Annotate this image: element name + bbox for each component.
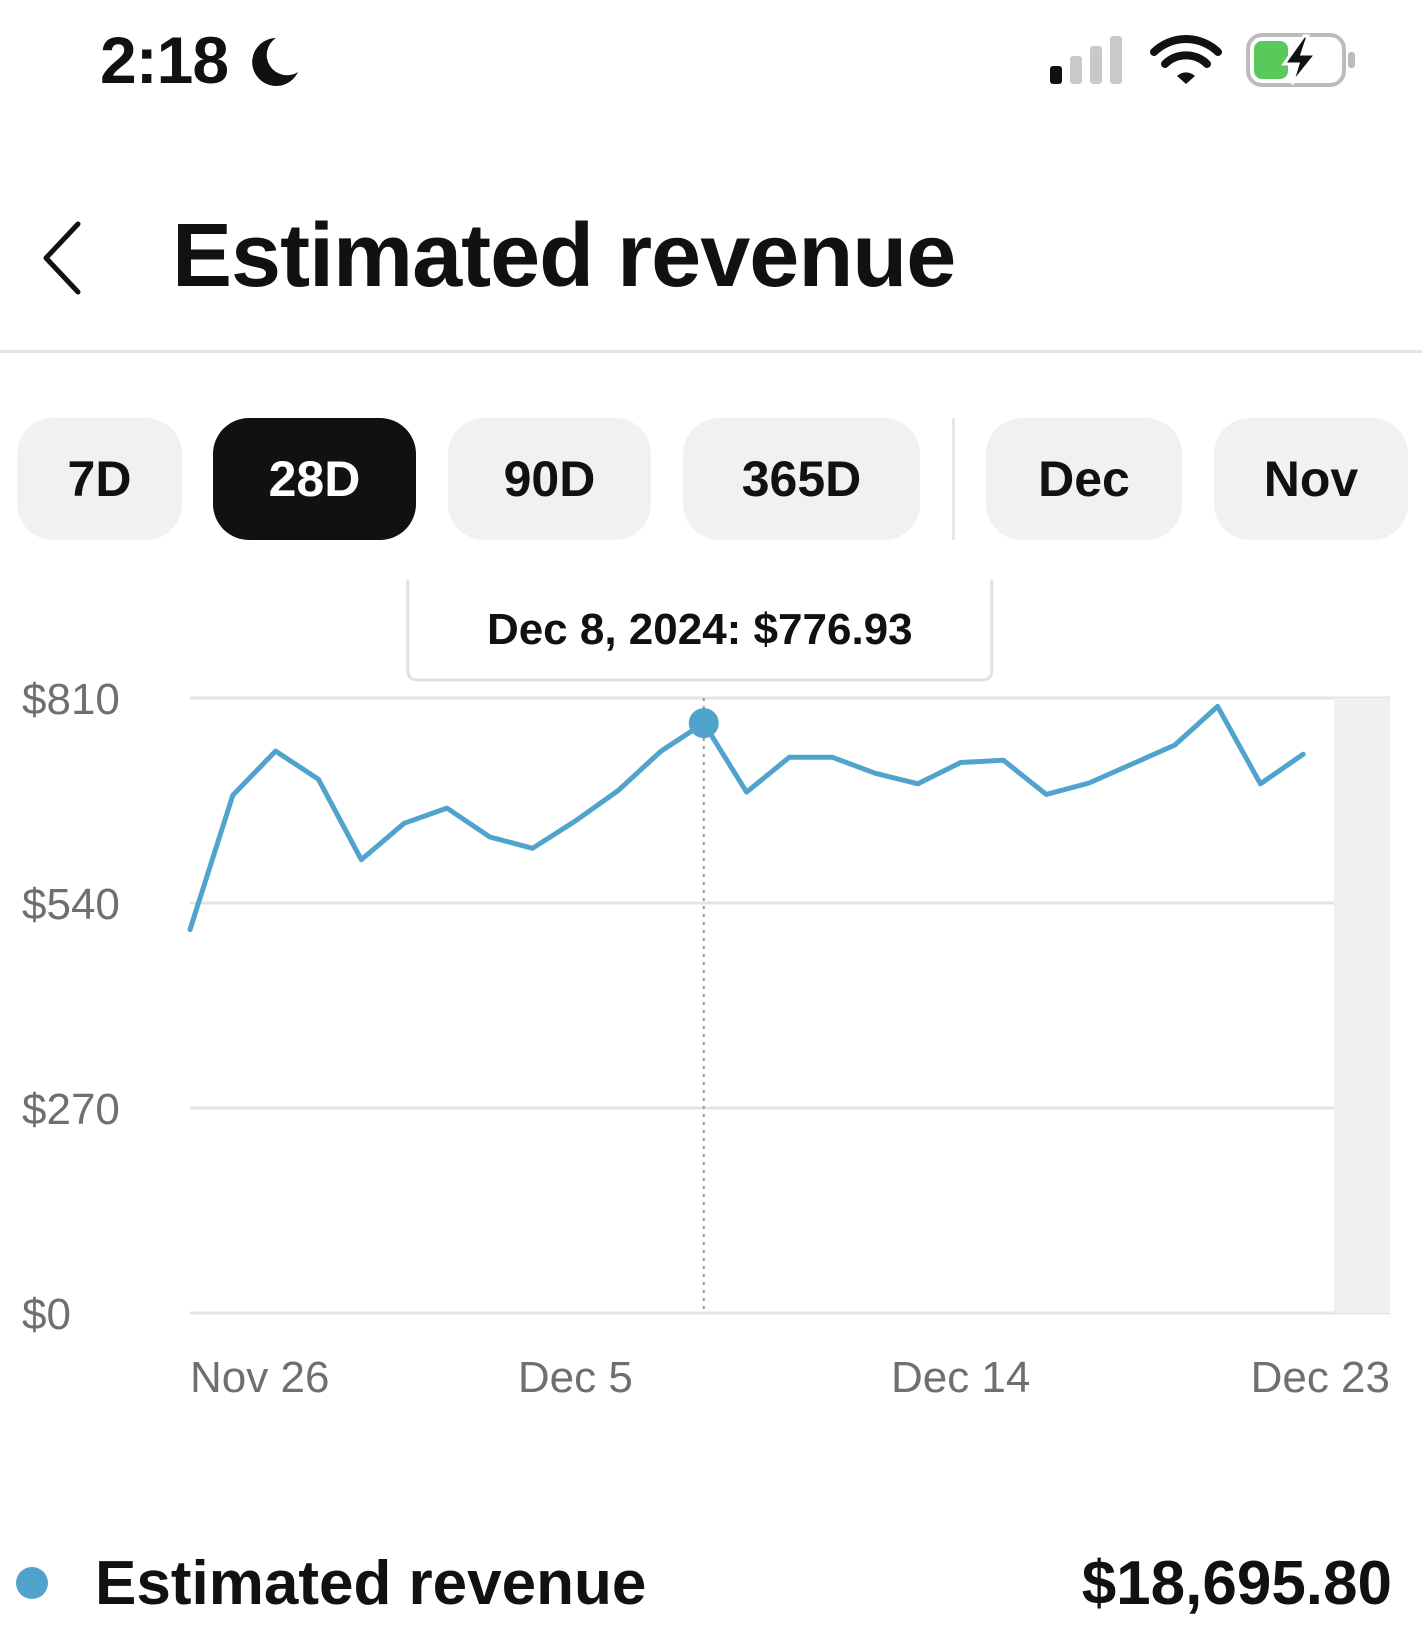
revenue-chart[interactable]: $810 $540 $270 $0 Nov 26 Dec 5 Dec 14 Dec 23 D… bbox=[0, 580, 1422, 1430]
status-bar: 2:18 bbox=[0, 0, 1422, 120]
tooltip-text: Dec 8, 2024: $776.93 bbox=[487, 605, 913, 654]
back-button[interactable] bbox=[30, 208, 100, 308]
y-tick-label: $270 bbox=[22, 1085, 120, 1134]
moon-icon bbox=[252, 38, 298, 86]
header: Estimated revenue bbox=[0, 170, 1422, 353]
wifi-icon bbox=[1150, 35, 1222, 84]
battery-charging-icon bbox=[1246, 33, 1355, 87]
x-tick-label: Dec 23 bbox=[1251, 1353, 1390, 1402]
x-tick-label: Dec 5 bbox=[518, 1353, 633, 1402]
y-axis-labels: $810 $540 $270 $0 bbox=[22, 675, 120, 1339]
chip-dec[interactable]: Dec bbox=[986, 418, 1182, 540]
chip-365d[interactable]: 365D bbox=[683, 418, 920, 540]
chart-tooltip: Dec 8, 2024: $776.93 bbox=[406, 580, 994, 682]
legend-label: Estimated revenue bbox=[95, 1549, 647, 1618]
page-title: Estimated revenue bbox=[172, 206, 956, 306]
y-tick-label: $810 bbox=[22, 675, 120, 724]
tooltip-box bbox=[406, 580, 994, 682]
status-time: 2:18 bbox=[100, 23, 229, 97]
chevron-left-icon bbox=[43, 221, 81, 295]
chart-gridlines bbox=[190, 696, 1390, 1315]
series-line-estimated-revenue bbox=[187, 703, 1306, 933]
chart-today-shade bbox=[1334, 698, 1390, 1313]
legend-dot bbox=[16, 1567, 48, 1599]
x-axis-labels: Nov 26 Dec 5 Dec 14 Dec 23 bbox=[190, 1353, 1390, 1402]
x-tick-label: Dec 14 bbox=[891, 1353, 1030, 1402]
y-tick-label: $0 bbox=[22, 1290, 71, 1339]
y-tick-label: $540 bbox=[22, 880, 120, 929]
chip-28d[interactable]: 28D bbox=[213, 418, 416, 540]
chip-7d[interactable]: 7D bbox=[17, 418, 182, 540]
highlighted-data-point[interactable] bbox=[688, 708, 719, 739]
signal-icon bbox=[1050, 36, 1122, 84]
chip-90d[interactable]: 90D bbox=[448, 418, 651, 540]
x-tick-label: Nov 26 bbox=[190, 1353, 329, 1402]
legend-total: $18,695.80 bbox=[1081, 1549, 1392, 1618]
chip-divider bbox=[952, 418, 955, 540]
chip-nov[interactable]: Nov bbox=[1214, 418, 1408, 540]
